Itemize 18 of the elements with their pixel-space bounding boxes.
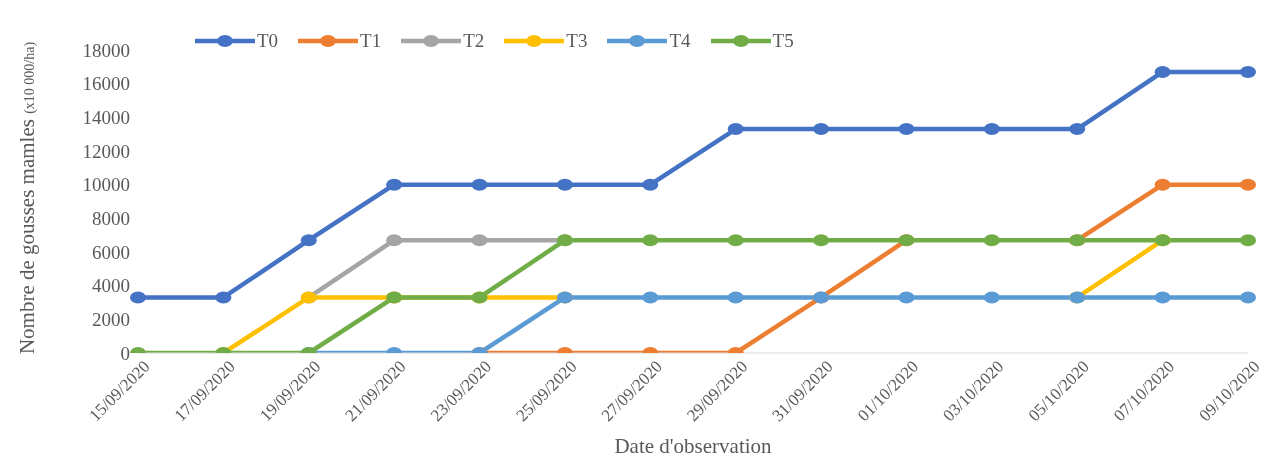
y-tick-label: 2000 [92, 309, 130, 331]
legend-label: T5 [771, 30, 794, 52]
legend-label: T3 [565, 30, 588, 52]
x-axis-title: Date d'observation [614, 434, 773, 458]
y-axis-title: Nombre de gousses mamles (x10 000/ha) [15, 41, 39, 355]
y-tick-label: 18000 [82, 39, 130, 61]
legend-label: T4 [668, 30, 691, 52]
y-tick-label: 0 [120, 342, 130, 364]
y-tick-label: 4000 [92, 275, 130, 297]
y-tick-label: 16000 [82, 73, 130, 95]
y-tick-label: 12000 [82, 140, 130, 162]
y-tick-label: 6000 [92, 241, 130, 263]
y-tick-label: 8000 [92, 208, 130, 230]
y-tick-label: 14000 [82, 107, 130, 129]
legend-label: T1 [359, 30, 382, 52]
legend-label: T0 [256, 30, 279, 52]
legend-label: T2 [462, 30, 485, 52]
y-tick-label: 10000 [82, 174, 130, 196]
